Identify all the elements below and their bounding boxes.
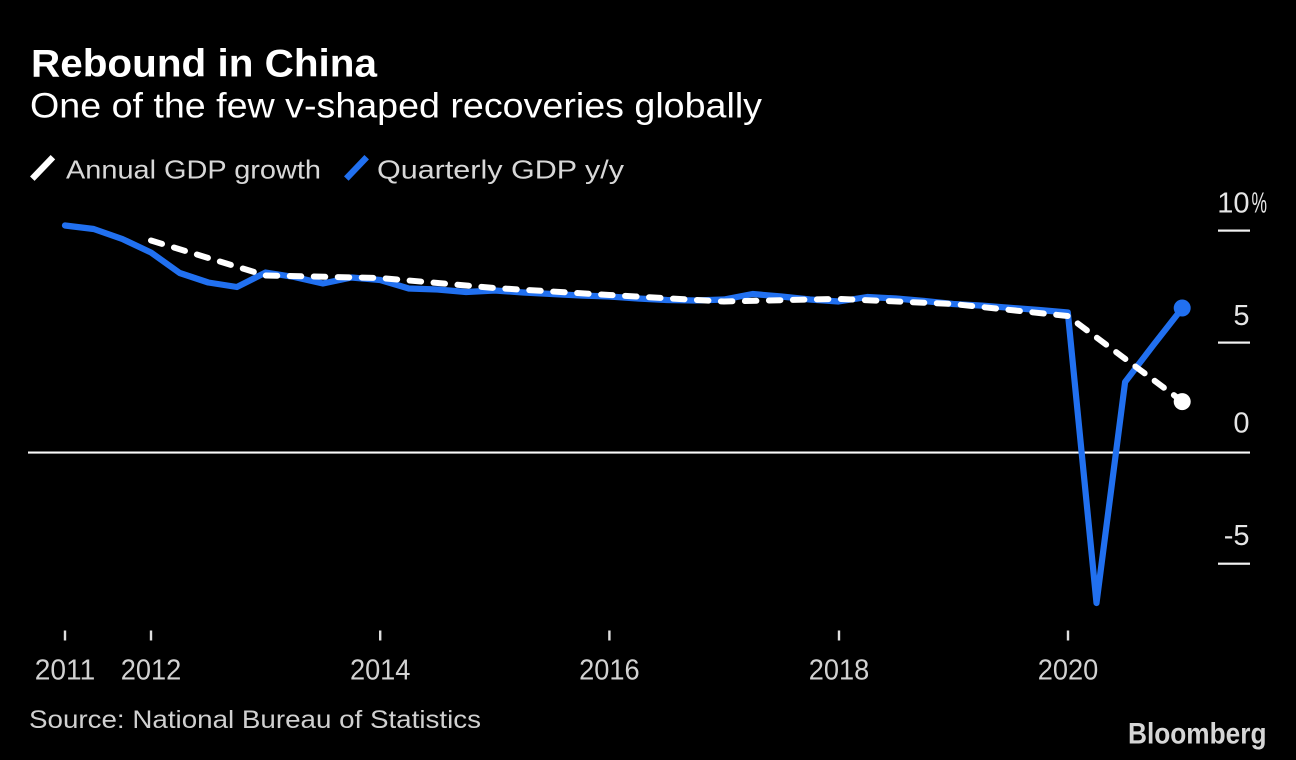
svg-text:%: %: [1252, 188, 1268, 220]
svg-text:-5: -5: [1224, 520, 1250, 552]
svg-text:Quarterly GDP y/y: Quarterly GDP y/y: [377, 154, 624, 184]
svg-text:Source: National Bureau of Sta: Source: National Bureau of Statistics: [29, 706, 481, 734]
svg-text:2014: 2014: [350, 655, 411, 687]
svg-text:10: 10: [1217, 188, 1249, 220]
svg-text:Rebound in China: Rebound in China: [31, 42, 377, 85]
svg-text:2018: 2018: [809, 655, 870, 687]
svg-text:2012: 2012: [121, 655, 182, 687]
svg-text:2020: 2020: [1038, 655, 1099, 687]
svg-text:0: 0: [1233, 408, 1249, 440]
svg-text:Annual GDP growth: Annual GDP growth: [66, 154, 321, 184]
svg-text:5: 5: [1233, 300, 1249, 332]
svg-text:2011: 2011: [35, 655, 96, 687]
svg-text:2016: 2016: [579, 655, 640, 687]
svg-text:One of the few v-shaped recove: One of the few v-shaped recoveries globa…: [30, 86, 763, 125]
svg-text:Bloomberg: Bloomberg: [1128, 718, 1267, 751]
